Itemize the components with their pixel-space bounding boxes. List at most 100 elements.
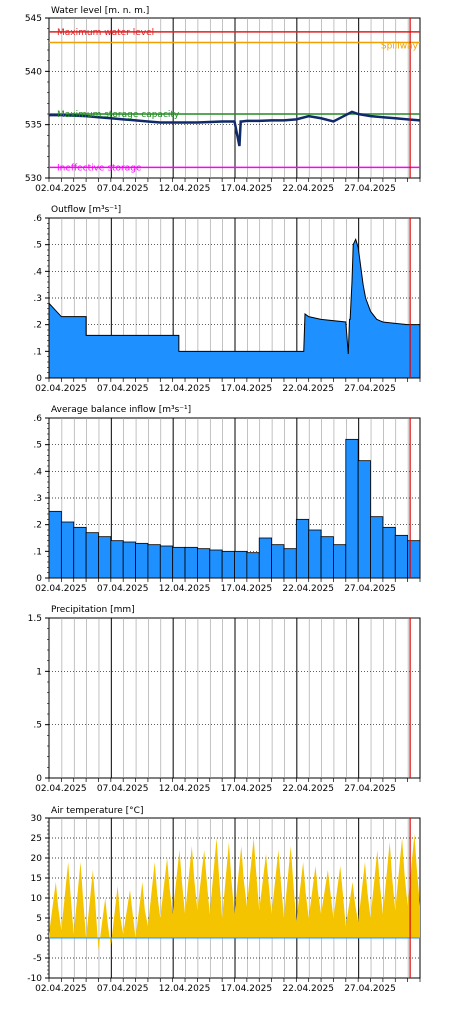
x-tick-label: 17.04.2025 <box>221 784 273 794</box>
bar <box>85 532 99 579</box>
bar <box>271 544 285 579</box>
bar <box>196 548 211 579</box>
bar <box>394 534 409 579</box>
y-tick-label: 540 <box>25 67 42 77</box>
x-tick-label: 27.04.2025 <box>344 984 396 994</box>
bar <box>159 545 174 579</box>
y-tick-label: .1 <box>33 347 42 357</box>
y-tick-label: 15 <box>31 874 42 884</box>
bar <box>370 516 384 579</box>
chart-title: Water level [m. n. m.] <box>51 6 149 16</box>
x-tick-label: 17.04.2025 <box>221 184 273 194</box>
panel-5: Air temperature [°C] -10 -5 0 5 10 15 20 25 30 02.… <box>27 806 421 994</box>
bar <box>407 540 421 579</box>
y-tick-label: 530 <box>25 174 42 184</box>
x-tick-label: 12.04.2025 <box>159 784 211 794</box>
y-tick-label: .4 <box>33 267 42 277</box>
x-tick-label: 12.04.2025 <box>159 184 211 194</box>
x-tick-label: 17.04.2025 <box>221 984 273 994</box>
bar <box>345 438 359 579</box>
x-tick-label: 22.04.2025 <box>282 384 334 394</box>
x-tick-label: 27.04.2025 <box>344 184 396 194</box>
x-tick-label: 22.04.2025 <box>282 584 334 594</box>
y-tick-label: .5 <box>33 721 42 731</box>
bar <box>60 521 75 579</box>
x-tick-label: 12.04.2025 <box>159 384 211 394</box>
reference-label: Spillway <box>381 42 419 52</box>
x-tick-label: 02.04.2025 <box>35 784 87 794</box>
x-tick-label: 22.04.2025 <box>282 984 334 994</box>
series-area <box>49 834 420 950</box>
y-tick-label: 1 <box>36 667 42 677</box>
series-line <box>49 110 421 147</box>
y-tick-label: 5 <box>36 914 42 924</box>
y-tick-label: .3 <box>33 494 42 504</box>
panel-2: Outflow [m³s⁻¹] 0 .1 .2 .3 .4 .5 .6 02.04.2025 07… <box>33 205 421 394</box>
bar <box>320 536 334 579</box>
y-tick-label: 535 <box>25 121 42 131</box>
y-tick-label: 20 <box>31 854 43 864</box>
y-tick-label: 0 <box>36 374 42 384</box>
panel-4: Precipitation [mm] 0 .5 1 1.5 02.04.2025 07.04… <box>28 605 421 794</box>
y-tick-label: -10 <box>27 974 42 984</box>
bar <box>98 536 112 579</box>
y-tick-label: 30 <box>31 814 43 824</box>
bar <box>48 510 62 579</box>
x-tick-label: 07.04.2025 <box>97 784 149 794</box>
bar <box>234 550 248 579</box>
bar <box>73 526 87 579</box>
x-tick-label: 27.04.2025 <box>344 584 396 594</box>
y-tick-label: 10 <box>31 894 43 904</box>
y-tick-label: 0 <box>36 934 42 944</box>
x-tick-label: 27.04.2025 <box>344 784 396 794</box>
y-tick-label: .4 <box>33 467 42 477</box>
x-tick-label: 12.04.2025 <box>159 584 211 594</box>
x-tick-label: 02.04.2025 <box>35 184 87 194</box>
y-tick-label: 25 <box>31 834 42 844</box>
x-tick-label: 07.04.2025 <box>97 584 149 594</box>
chart-title: Air temperature [°C] <box>51 806 143 816</box>
bar <box>382 526 396 579</box>
x-tick-label: 22.04.2025 <box>282 184 334 194</box>
bar <box>135 542 149 579</box>
panel-3: Average balance inflow [m³s⁻¹] 0 .1 .2 .3 .4.… <box>33 405 421 594</box>
chart-title: Average balance inflow [m³s⁻¹] <box>51 405 191 415</box>
y-tick-label: 1.5 <box>28 614 42 624</box>
reference-label: Maximum water level <box>57 28 154 38</box>
y-tick-label: .5 <box>33 441 42 451</box>
bar <box>258 537 273 579</box>
chart-title: Precipitation [mm] <box>51 605 135 615</box>
bar <box>122 541 136 579</box>
x-tick-label: 17.04.2025 <box>221 384 273 394</box>
series-area <box>48 237 421 379</box>
bar <box>209 549 223 579</box>
y-tick-label: 0 <box>36 774 42 784</box>
x-tick-label: 22.04.2025 <box>282 784 334 794</box>
x-tick-label: 02.04.2025 <box>35 584 87 594</box>
reference-label: Maximum storage capacity <box>57 110 180 120</box>
y-tick-label: -5 <box>33 954 42 964</box>
bar <box>333 544 347 579</box>
bar <box>147 544 161 579</box>
x-tick-label: 07.04.2025 <box>97 384 149 394</box>
x-tick-label: 17.04.2025 <box>221 584 273 594</box>
y-tick-label: 545 <box>25 14 42 24</box>
y-tick-label: .5 <box>33 241 42 251</box>
bar <box>110 540 124 579</box>
x-tick-label: 02.04.2025 <box>35 984 87 994</box>
y-tick-label: .6 <box>33 414 42 424</box>
bar <box>283 548 297 579</box>
x-tick-label: 07.04.2025 <box>97 984 149 994</box>
x-tick-label: 02.04.2025 <box>35 384 87 394</box>
y-tick-label: .2 <box>33 321 42 331</box>
x-tick-label: 07.04.2025 <box>97 184 149 194</box>
bar <box>172 546 186 579</box>
y-tick-label: .1 <box>33 547 42 557</box>
panel-1: Water level [m. n. m.] Maximum water leve… <box>25 6 421 194</box>
y-tick-label: .6 <box>33 214 42 224</box>
bar <box>295 518 310 579</box>
y-tick-label: .3 <box>33 294 42 304</box>
bar <box>246 552 260 579</box>
bar <box>221 550 235 579</box>
